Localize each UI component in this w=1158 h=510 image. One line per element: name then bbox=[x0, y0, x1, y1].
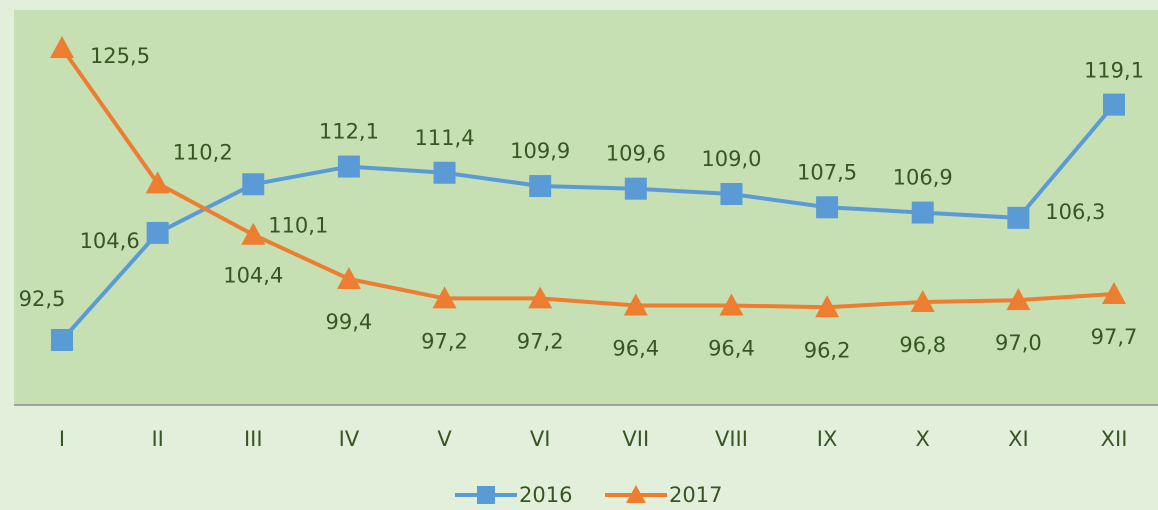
x-tick-label: VI bbox=[530, 427, 551, 451]
data-point bbox=[1006, 288, 1031, 311]
x-tick-label: I bbox=[59, 427, 65, 451]
data-point bbox=[911, 201, 934, 224]
data-label: 110,1 bbox=[268, 213, 328, 237]
data-label: 109,9 bbox=[510, 139, 570, 163]
data-label: 92,5 bbox=[19, 287, 66, 311]
x-tick-label: V bbox=[437, 427, 452, 451]
plot-area bbox=[14, 10, 1158, 405]
data-label: 99,4 bbox=[326, 310, 373, 334]
data-point bbox=[145, 171, 170, 194]
data-label: 110,2 bbox=[173, 140, 233, 164]
data-label: 104,4 bbox=[223, 264, 283, 288]
data-label: 107,5 bbox=[797, 160, 857, 184]
data-label: 96,4 bbox=[708, 336, 755, 360]
data-point bbox=[432, 286, 457, 309]
data-point bbox=[910, 289, 935, 312]
x-tick-label: IV bbox=[339, 427, 360, 451]
x-tick-label: III bbox=[244, 427, 263, 451]
data-label: 109,0 bbox=[701, 147, 761, 171]
data-label: 97,2 bbox=[517, 329, 564, 353]
data-label: 96,4 bbox=[612, 336, 659, 360]
data-label: 106,9 bbox=[893, 166, 953, 190]
data-label: 112,1 bbox=[319, 120, 379, 144]
x-tick-label: VII bbox=[622, 427, 649, 451]
data-point bbox=[529, 175, 552, 198]
data-point bbox=[242, 173, 265, 196]
data-label: 97,0 bbox=[995, 331, 1042, 355]
data-label: 97,7 bbox=[1091, 325, 1138, 349]
legend-marker bbox=[477, 486, 495, 504]
legend-marker bbox=[626, 485, 646, 503]
series-line bbox=[60, 46, 1115, 310]
data-point bbox=[528, 286, 553, 309]
series-line bbox=[60, 103, 1116, 342]
data-point bbox=[337, 155, 360, 178]
data-point bbox=[50, 36, 74, 58]
data-label: 106,3 bbox=[1045, 200, 1105, 224]
x-tick-label: XI bbox=[1008, 427, 1029, 451]
data-label: 111,4 bbox=[414, 126, 474, 150]
data-point bbox=[719, 293, 744, 316]
data-point bbox=[815, 295, 840, 318]
data-label: 119,1 bbox=[1084, 59, 1144, 83]
data-point bbox=[720, 183, 743, 205]
legend-label: 2016 bbox=[519, 483, 572, 507]
data-point bbox=[433, 161, 456, 184]
data-label: 104,6 bbox=[80, 229, 140, 253]
data-point bbox=[1103, 93, 1125, 116]
data-label: 97,2 bbox=[421, 329, 468, 353]
data-label: 96,2 bbox=[804, 338, 851, 362]
data-point bbox=[624, 177, 647, 200]
data-point bbox=[623, 293, 648, 316]
data-label: 109,6 bbox=[606, 142, 666, 166]
data-point bbox=[1102, 281, 1126, 304]
data-point bbox=[816, 196, 839, 219]
data-point bbox=[51, 329, 73, 351]
legend-label: 2017 bbox=[669, 483, 722, 507]
data-label: 125,5 bbox=[90, 44, 150, 68]
data-point bbox=[1007, 206, 1030, 229]
data-point bbox=[241, 222, 266, 245]
x-tick-label: IX bbox=[817, 427, 838, 451]
x-tick-label: XII bbox=[1101, 427, 1128, 451]
data-label: 96,8 bbox=[899, 333, 946, 357]
data-point bbox=[146, 221, 169, 244]
x-tick-label: VIII bbox=[715, 427, 748, 451]
x-tick-label: X bbox=[916, 427, 930, 451]
data-point bbox=[336, 266, 361, 289]
x-tick-label: II bbox=[151, 427, 163, 451]
